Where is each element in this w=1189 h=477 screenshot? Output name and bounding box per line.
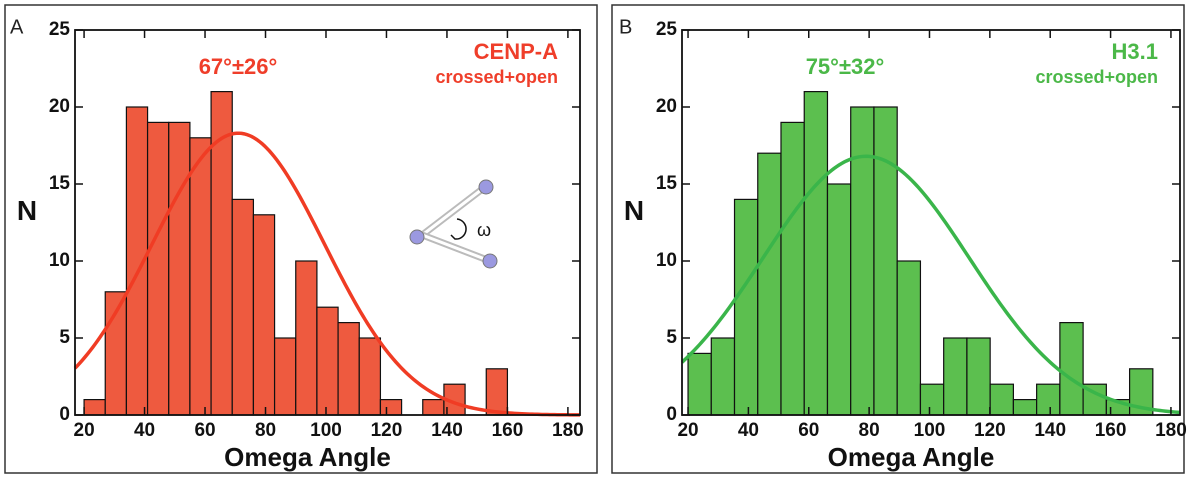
y-tick-label: 0 <box>59 404 70 425</box>
annotation: 75°±32° <box>806 54 885 79</box>
bar <box>337 322 360 416</box>
bar <box>1059 322 1084 416</box>
bar <box>231 198 255 416</box>
x-tick-label: 20 <box>74 420 95 441</box>
inset-arm <box>415 231 492 263</box>
x-tick-label: 40 <box>738 420 759 441</box>
x-axis-label: Omega Angle <box>828 442 995 472</box>
x-tick-label: 80 <box>255 420 276 441</box>
x-tick-label: 120 <box>371 420 403 441</box>
subtitle: crossed+open <box>1035 67 1158 87</box>
x-tick-label: 100 <box>310 420 342 441</box>
bar <box>943 337 968 416</box>
x-axis-label: Omega Angle <box>224 442 391 472</box>
title: CENP-A <box>474 39 558 64</box>
bar <box>295 260 318 416</box>
bar <box>989 383 1014 416</box>
x-tick-label: 180 <box>1155 420 1187 441</box>
x-tick-label: 140 <box>1034 420 1066 441</box>
y-tick-label: 15 <box>656 173 678 194</box>
x-tick-label: 40 <box>134 420 155 441</box>
y-tick-label: 5 <box>59 327 70 348</box>
panel-frame <box>611 4 1185 474</box>
bar <box>780 121 805 416</box>
bar <box>358 337 382 416</box>
bar <box>422 399 445 416</box>
bar <box>757 152 782 416</box>
x-tick-label: 160 <box>492 420 524 441</box>
bar <box>850 106 875 416</box>
inset-arrow <box>450 218 467 240</box>
bar <box>146 121 170 416</box>
bar <box>83 399 106 416</box>
bar <box>1036 383 1061 416</box>
y-tick-label: 20 <box>656 96 677 117</box>
subtitle: crossed+open <box>435 67 558 87</box>
annotation: 67°±26° <box>199 54 278 79</box>
bar <box>826 183 852 416</box>
title: H3.1 <box>1112 39 1158 64</box>
inset-arm <box>415 185 487 241</box>
bar <box>485 368 509 416</box>
bar <box>379 399 403 416</box>
inset-bead <box>409 229 425 245</box>
y-tick-label: 10 <box>656 250 677 271</box>
y-tick-label: 20 <box>49 96 70 117</box>
x-tick-label: 20 <box>677 420 698 441</box>
y-tick-label: 25 <box>49 19 71 40</box>
y-tick-label: 5 <box>666 327 677 348</box>
panel-frame <box>4 4 598 474</box>
bar <box>966 337 991 416</box>
y-tick-label: 15 <box>49 173 71 194</box>
y-tick-label: 0 <box>666 404 677 425</box>
x-tick-label: 80 <box>859 420 880 441</box>
inset-label: ω <box>477 220 491 240</box>
bar <box>803 90 829 416</box>
bar <box>168 121 191 416</box>
y-tick-label: 25 <box>656 19 678 40</box>
fit-curve <box>680 154 1181 415</box>
bar <box>273 337 297 416</box>
inset-bead <box>478 179 494 195</box>
bar <box>316 306 339 416</box>
bar <box>919 383 945 416</box>
bar <box>1012 399 1038 416</box>
y-tick-label: 10 <box>49 250 70 271</box>
bar <box>710 337 736 416</box>
x-tick-label: 160 <box>1095 420 1127 441</box>
plot-frame <box>681 29 1181 416</box>
inset-diagram: ω <box>409 179 498 269</box>
bar <box>733 198 759 416</box>
bar <box>896 260 922 416</box>
bar <box>687 352 712 416</box>
bar <box>189 137 212 416</box>
x-tick-label: 60 <box>194 420 215 441</box>
x-tick-label: 140 <box>431 420 463 441</box>
x-tick-label: 60 <box>798 420 819 441</box>
bar <box>252 214 276 416</box>
x-tick-label: 100 <box>914 420 946 441</box>
x-tick-label: 120 <box>974 420 1006 441</box>
y-axis-label: N <box>624 195 644 226</box>
inset-bead <box>482 253 498 269</box>
y-axis-label: N <box>17 195 37 226</box>
panel-label: B <box>619 16 632 38</box>
plot-frame <box>74 29 581 416</box>
fit-curve <box>73 131 581 417</box>
bar <box>873 106 898 416</box>
panel-label: A <box>10 16 24 38</box>
x-tick-label: 180 <box>552 420 584 441</box>
